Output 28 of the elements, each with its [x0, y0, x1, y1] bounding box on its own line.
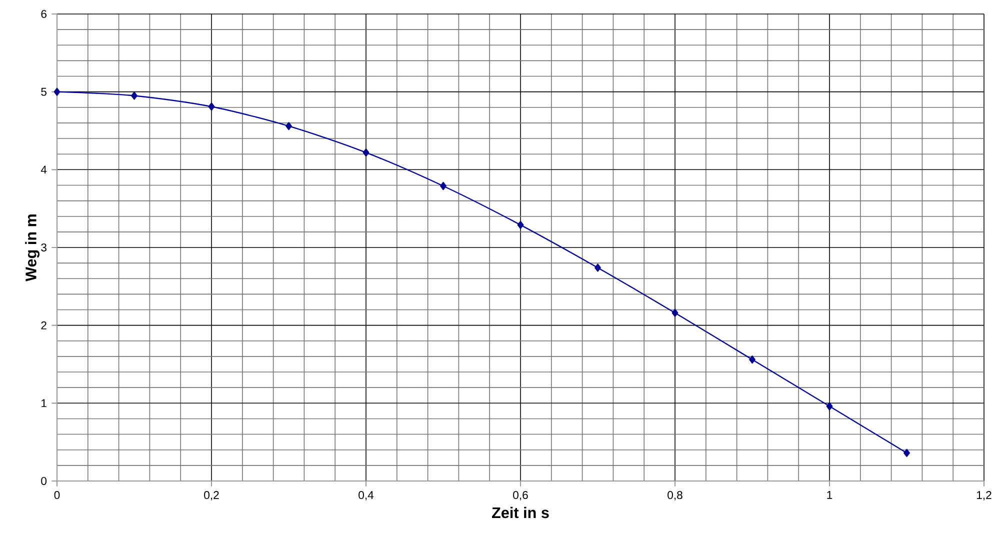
- point: [672, 308, 678, 317]
- x-tick-label: 0,4: [358, 491, 374, 500]
- x-tick-label: 0: [54, 491, 60, 500]
- point: [440, 182, 446, 190]
- point: [904, 448, 910, 458]
- point: [131, 92, 138, 100]
- point: [362, 148, 370, 157]
- point: [208, 102, 215, 111]
- point: [594, 264, 601, 272]
- y-tick-label: 1: [42, 399, 46, 408]
- point: [286, 122, 292, 130]
- y-tick-label: 4: [40, 166, 47, 174]
- y-axis-title: Weg in m: [25, 214, 40, 282]
- y-tick-label: 0: [41, 476, 47, 485]
- x-tick-label: 0,2: [204, 491, 219, 500]
- x-tick-label: 1,2: [976, 491, 992, 500]
- y-tick-label: 5: [41, 88, 46, 96]
- x-axis-title: Zeit in s: [492, 506, 549, 518]
- point: [54, 88, 60, 96]
- y-tick-label: 2: [41, 321, 46, 330]
- y-tick-label: 3: [41, 243, 46, 252]
- y-tick-label: 6: [41, 10, 46, 18]
- point: [826, 402, 833, 410]
- x-tick-label: 0,8: [668, 491, 682, 500]
- x-tick-label: 1: [827, 491, 832, 499]
- point: [749, 356, 756, 364]
- point: [517, 220, 524, 229]
- x-tick-label: 0,6: [513, 491, 528, 500]
